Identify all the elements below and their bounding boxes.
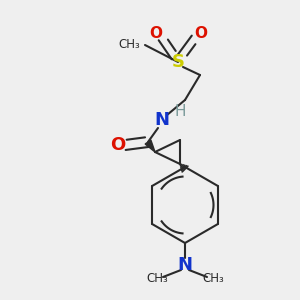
Text: N: N (178, 256, 193, 274)
Text: N: N (154, 111, 169, 129)
Text: CH₃: CH₃ (146, 272, 168, 286)
Polygon shape (145, 140, 155, 152)
Text: O: O (149, 26, 163, 41)
Text: S: S (172, 53, 184, 71)
Text: O: O (194, 26, 208, 41)
Text: CH₃: CH₃ (202, 272, 224, 286)
Text: O: O (110, 136, 126, 154)
Text: CH₃: CH₃ (118, 38, 140, 52)
Text: H: H (174, 104, 186, 119)
